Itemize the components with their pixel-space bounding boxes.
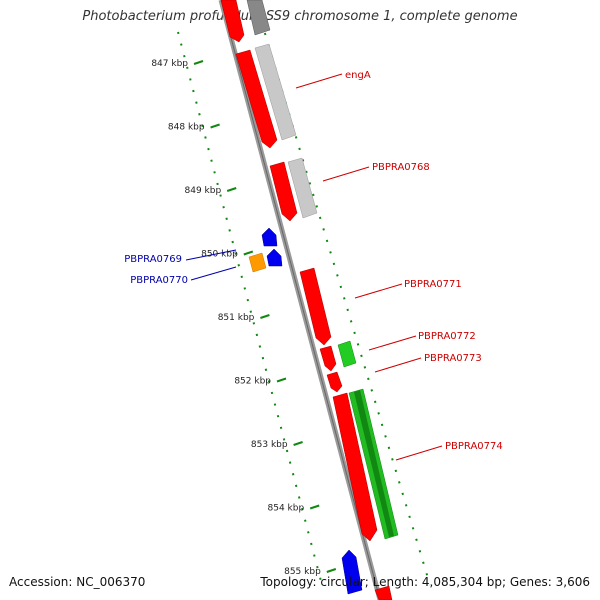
ruler-tick-label: 848 kbp [168, 123, 205, 133]
ruler-tick-label: 850 kbp [201, 250, 238, 260]
leader-line-pbpra0774 [395, 445, 443, 461]
ruler-tick [193, 60, 204, 65]
label-pbpra0773[interactable]: PBPRA0773 [424, 353, 482, 364]
ruler-tick-label: 853 kbp [251, 440, 288, 450]
cds-arrow-top-red[interactable] [220, 0, 245, 43]
ruler-tick [276, 377, 287, 383]
label-pbpra0769[interactable]: PBPRA0769 [124, 254, 182, 265]
ruler-tick-label: 847 kbp [151, 59, 188, 69]
leader-line-engA [295, 73, 343, 89]
cds-arrow-blue-1[interactable] [261, 227, 278, 247]
cds-arrow-top-grey[interactable] [246, 0, 271, 36]
cds-arrow-pbpra0768-grey[interactable] [287, 157, 318, 219]
outer-dotted-track [257, 9, 431, 586]
leader-line-pbpra0773 [374, 357, 422, 373]
cds-arrow-bottom-red[interactable] [374, 585, 393, 600]
label-pbpra0774[interactable]: PBPRA0774 [445, 441, 503, 452]
map-title: Photobacterium profundum SS9 chromosome … [82, 9, 518, 24]
cds-arrow-pbpra0774-darkgreen[interactable] [354, 390, 394, 537]
ruler-tick [326, 568, 337, 573]
features [220, 0, 399, 600]
ruler-tick-label: 851 kbp [218, 313, 255, 323]
chromosome-backbone [218, 0, 383, 600]
ruler-tick [210, 123, 220, 129]
label-pbpra0771[interactable]: PBPRA0771 [404, 279, 462, 290]
cds-arrow-pbpra0773-red[interactable] [326, 371, 343, 393]
label-pbpra0768[interactable]: PBPRA0768 [372, 162, 430, 173]
ruler-tick-label: 849 kbp [185, 186, 222, 196]
leader-line-pbpra0771 [354, 283, 403, 299]
cds-arrow-pbpra0772-red[interactable] [319, 345, 337, 372]
cds-arrow-engA-red[interactable] [235, 49, 278, 149]
cds-arrow-pbpra0771-red[interactable] [299, 267, 332, 346]
leader-line-pbpra0770 [190, 266, 237, 281]
leader-line-pbpra0769 [185, 249, 237, 261]
label-pbpra0772[interactable]: PBPRA0772 [418, 331, 476, 342]
ruler-tick [243, 250, 254, 256]
label-engA[interactable]: engA [345, 70, 371, 81]
cds-arrow-engA-grey[interactable] [254, 43, 297, 141]
guide-tracks [177, 9, 431, 586]
feature-labels: engA PBPRA0768 PBPRA0769 PBPRA0770 PBPRA… [124, 70, 503, 461]
cds-arrow-orange[interactable] [248, 252, 267, 273]
accession-text: Accession: NC_006370 [9, 575, 146, 589]
leader-line-pbpra0768 [322, 166, 370, 182]
cds-arrow-pbpra0772-green[interactable] [337, 340, 357, 368]
ruler-tick-label: 854 kbp [268, 504, 305, 514]
ruler: 847 kbp 848 kbp 849 kbp 850 kbp 851 kbp 852 k… [151, 59, 337, 577]
ruler-tick [293, 441, 303, 446]
ruler-tick-label: 852 kbp [234, 377, 271, 387]
ruler-tick [226, 187, 237, 192]
cds-arrow-bottom-blue[interactable] [341, 549, 363, 595]
cds-arrow-pbpra0768-red[interactable] [269, 161, 298, 222]
ruler-tick [309, 504, 320, 510]
leader-line-pbpra0772 [368, 335, 417, 351]
ruler-tick [260, 314, 270, 319]
genome-summary-text: Topology: circular; Length: 4,085,304 bp… [260, 575, 590, 589]
cds-arrow-blue-2[interactable] [266, 248, 283, 267]
label-pbpra0770[interactable]: PBPRA0770 [130, 275, 188, 286]
ruler-tick-label: 855 kbp [284, 567, 321, 577]
cds-arrow-pbpra0774-red[interactable] [332, 392, 378, 542]
